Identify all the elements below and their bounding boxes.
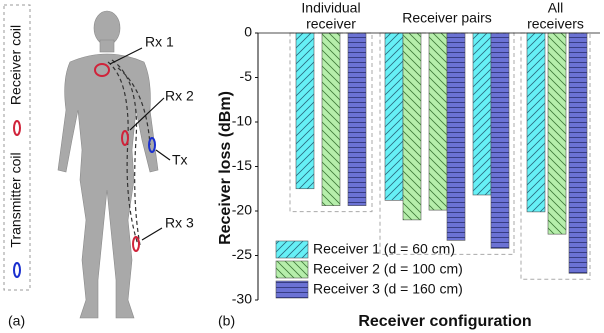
- legend-label: Receiver 1 (d = 60 cm): [313, 241, 455, 257]
- x-axis-label: Receiver configuration: [358, 313, 531, 330]
- group-label: receivers: [527, 16, 584, 32]
- legend-hatch: [276, 261, 308, 278]
- bar-hatch: [385, 33, 403, 201]
- bar-hatch: [527, 33, 545, 212]
- y-tick-label: 0: [244, 24, 252, 40]
- coil: [132, 236, 140, 252]
- legend-box: [3, 4, 31, 291]
- y-tick-label: -25: [232, 246, 252, 262]
- y-tick-label: -20: [232, 202, 252, 218]
- bar-hatch: [491, 33, 509, 249]
- y-tick-label: -15: [232, 157, 252, 173]
- wire: [111, 59, 141, 246]
- group-label: Receiver pairs: [402, 10, 491, 26]
- bar-hatch: [322, 33, 340, 206]
- label: Rx 1: [145, 34, 174, 50]
- group-box: [520, 32, 591, 280]
- bar-hatch: [296, 33, 314, 189]
- y-tick-label: -10: [232, 113, 252, 129]
- bar-hatch: [473, 33, 491, 195]
- coil: [148, 137, 156, 153]
- coil: [94, 63, 110, 77]
- group-label: Individual: [301, 0, 360, 16]
- legend-hatch: [276, 281, 308, 298]
- label: Tx: [172, 152, 188, 168]
- label: Transmitter coil: [8, 152, 24, 247]
- legend-label: Receiver 3 (d = 160 cm): [313, 281, 463, 297]
- y-tick-label: -30: [232, 291, 252, 307]
- group-box: [289, 32, 373, 213]
- panel-label: (b): [218, 313, 235, 329]
- group-label: All: [548, 0, 564, 16]
- y-axis-label: Receiver loss (dBm): [217, 91, 234, 245]
- coil: [13, 120, 21, 136]
- bar-hatch: [348, 33, 366, 206]
- bar-hatch: [548, 33, 566, 235]
- group-label: receiver: [306, 16, 356, 32]
- bar-hatch: [403, 33, 421, 220]
- bar-hatch: [447, 33, 465, 241]
- legend-label: Receiver 2 (d = 100 cm): [313, 261, 463, 277]
- bar-hatch: [429, 33, 447, 211]
- coil: [13, 262, 21, 278]
- body-illustration: [57, 10, 159, 319]
- label: Receiver coil: [8, 25, 24, 105]
- legend-hatch: [276, 241, 308, 258]
- y-tick-label: -5: [240, 68, 253, 84]
- label: Rx 2: [165, 88, 194, 104]
- pointer: [109, 47, 171, 241]
- wire: [117, 67, 151, 146]
- label: Rx 3: [165, 215, 194, 231]
- coil: [121, 130, 129, 146]
- panel-label: (a): [8, 313, 25, 329]
- bar-hatch: [569, 33, 587, 274]
